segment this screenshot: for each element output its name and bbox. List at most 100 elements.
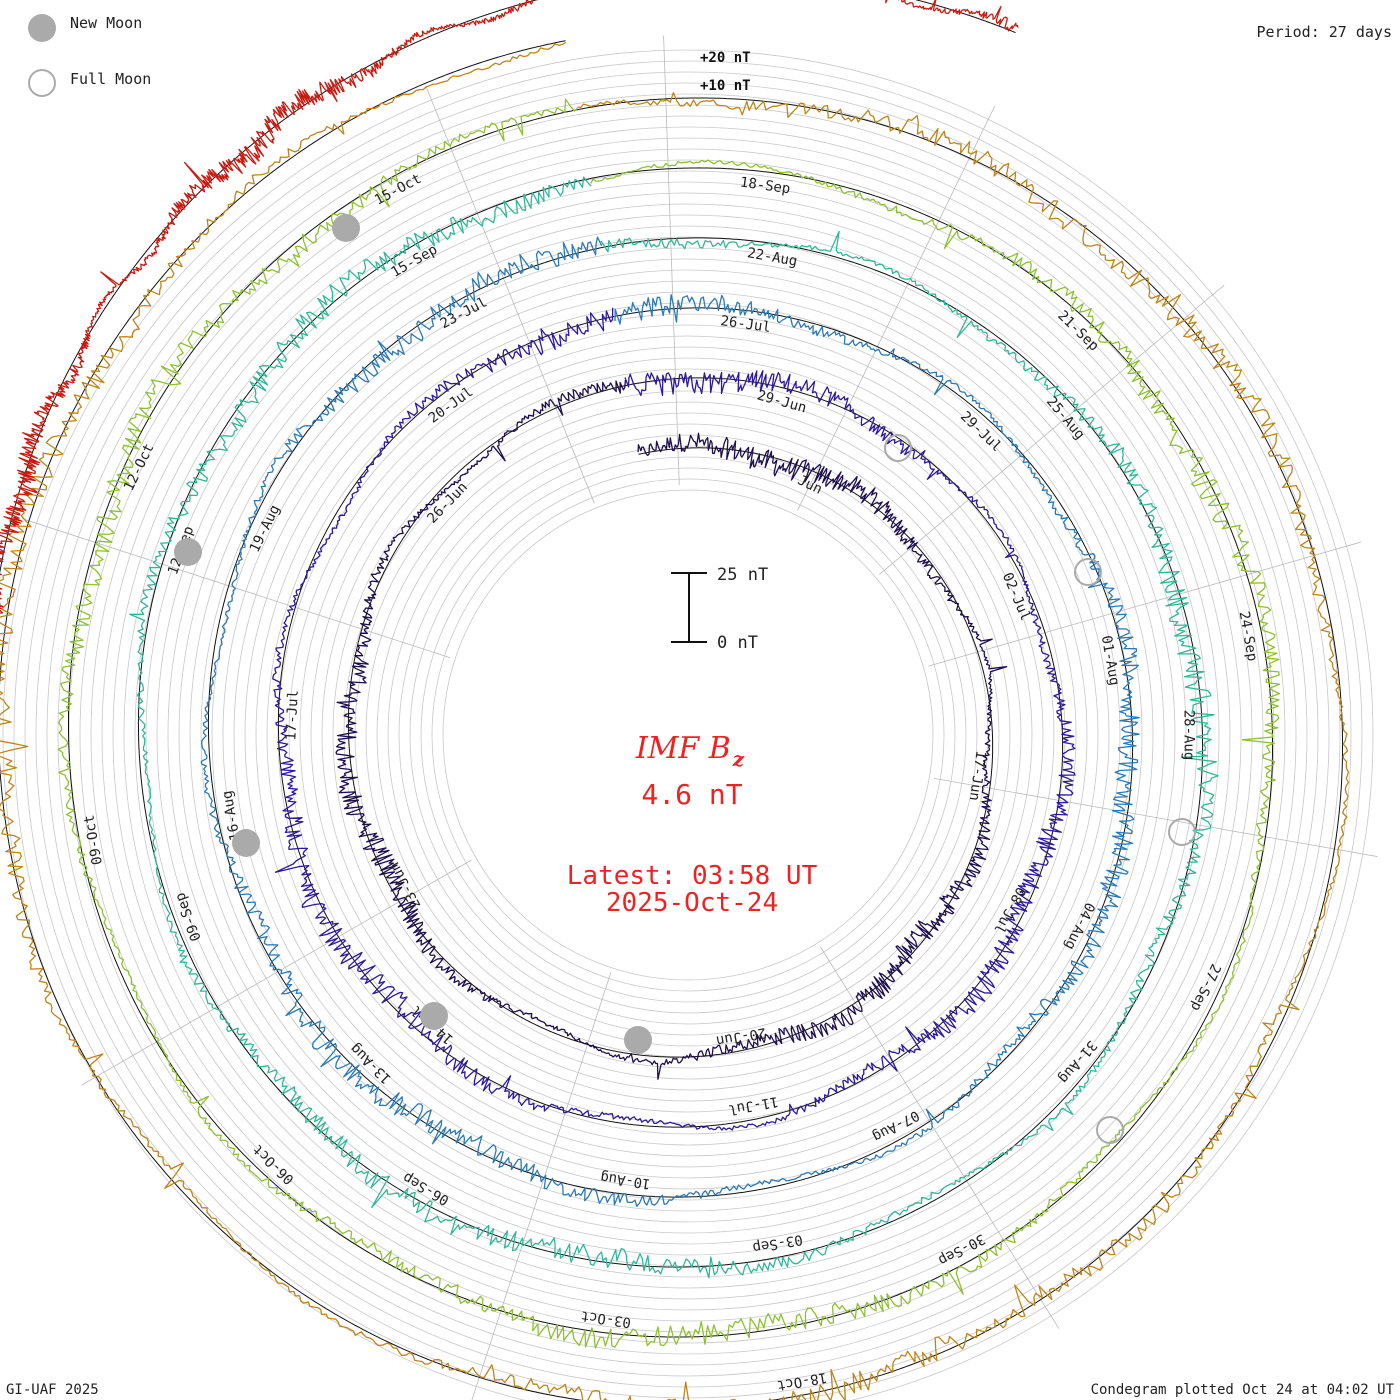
grid-spoke — [425, 85, 595, 504]
new-moon-marker — [174, 538, 202, 566]
grid-circle — [134, 181, 1242, 1289]
tick-label: 17-Jun — [966, 750, 989, 802]
tick-label: 18-Oct — [776, 1369, 829, 1394]
series-line — [200, 236, 1140, 1207]
grid-circle — [13, 60, 1363, 1400]
grid-circle — [79, 126, 1297, 1344]
grid-circle — [35, 82, 1341, 1388]
tick-label: 03-Sep — [751, 1231, 804, 1256]
tick-label: 21-Sep — [1054, 308, 1101, 355]
new-moon-legend-icon — [28, 14, 56, 42]
tick-label: 18-Sep — [739, 174, 791, 197]
zero-reference-line — [347, 384, 994, 1058]
center-title-subscript: z — [732, 747, 745, 771]
grid-circle — [156, 203, 1220, 1267]
footer-plotted: Condegram plotted Oct 24 at 04:02 UT — [1091, 1382, 1395, 1398]
center-value: 4.6 nT — [641, 778, 742, 811]
series-line — [0, 0, 1019, 614]
tick-label: 13-Aug — [347, 1040, 394, 1087]
grid-circle — [167, 214, 1209, 1256]
tick-label: 17-Jul — [283, 690, 302, 741]
new-moon-marker — [232, 829, 260, 857]
center-date: 2025-Oct-24 — [606, 888, 778, 918]
zero-reference-line — [277, 316, 1064, 1128]
grid-circle — [57, 104, 1319, 1366]
zero-reference-line — [207, 247, 1134, 1198]
tick-label: 10-Aug — [599, 1169, 651, 1192]
full-moon-legend-label: Full Moon — [70, 70, 151, 88]
grid-circle — [101, 148, 1275, 1322]
grid-circle — [112, 159, 1264, 1311]
full-moon-legend-icon — [28, 69, 56, 97]
tick-label: 03-Oct — [580, 1307, 632, 1330]
grid-circle — [343, 390, 1033, 1080]
grid-circle — [222, 269, 1154, 1201]
series-layer — [0, 0, 1350, 1400]
period-label: Period: 27 days — [1257, 23, 1392, 41]
tick-label: 19-Aug — [247, 503, 284, 555]
new-moon-marker — [332, 214, 360, 242]
zero-reference-line — [0, 40, 1343, 1400]
grid-circle — [200, 247, 1176, 1223]
grid-spoke — [663, 35, 680, 486]
grid-circle — [46, 93, 1330, 1377]
grid-circle — [431, 478, 945, 992]
grid-spoke — [22, 518, 451, 659]
grid-circle — [321, 368, 1055, 1102]
grid-circle — [189, 236, 1187, 1234]
grid-spoke — [81, 859, 472, 1086]
scale-label-20nt: +20 nT — [700, 50, 751, 66]
grid-circle — [354, 401, 1022, 1069]
new-moon-marker — [420, 1002, 448, 1030]
grid-spoke — [934, 778, 1378, 857]
grid-circle — [299, 346, 1077, 1124]
tick-label: 01-Aug — [1098, 634, 1123, 687]
full-moon-marker — [1168, 818, 1196, 846]
scale-bar-top-label: 25 nT — [717, 565, 768, 585]
center-latest: Latest: 03:58 UT — [567, 861, 818, 891]
new-moon-legend-label: New Moon — [70, 14, 142, 32]
series-line — [57, 98, 1281, 1349]
scale-bar-bottom-label: 0 nT — [717, 633, 758, 653]
grid-spoke — [879, 284, 1225, 575]
grid-circle — [442, 489, 934, 981]
tick-label: 09-Oct — [81, 814, 106, 867]
grid-circle — [409, 456, 967, 1014]
moon-layer — [174, 214, 1196, 1144]
full-moon-marker — [884, 434, 912, 462]
grid-spoke — [797, 105, 996, 511]
grid-circle — [420, 467, 956, 1003]
footer-credit: GI-UAF 2025 — [6, 1382, 99, 1398]
series-line — [272, 307, 1076, 1131]
series-line — [129, 176, 1219, 1279]
tick-label: 29-Jun — [755, 387, 808, 416]
spoke-layer — [22, 35, 1378, 1400]
full-moon-marker — [1096, 1116, 1124, 1144]
grid-circle — [266, 313, 1110, 1157]
grid-circle — [123, 170, 1253, 1300]
tick-label: 15-Sep — [388, 242, 440, 281]
tick-label: 28-Aug — [1180, 710, 1196, 761]
tick-label: 22-Aug — [746, 245, 799, 270]
grid-circle — [387, 434, 989, 1036]
grid-circle — [2, 49, 1374, 1400]
tick-label: 24-Sep — [1236, 610, 1261, 663]
grid-circle — [178, 225, 1198, 1245]
grid-circle — [145, 192, 1231, 1278]
tick-label: 20-Jun — [715, 1024, 768, 1049]
grid-layer — [2, 49, 1374, 1400]
grid-circle — [288, 335, 1088, 1135]
tick-label: 30-Sep — [935, 1230, 987, 1268]
zero-reference-line — [137, 178, 1204, 1268]
zero-reference-line — [68, 109, 1274, 1338]
series-line — [0, 41, 1350, 1400]
zero-reference-line — [0, 0, 1016, 574]
tick-label: 20-Jul — [426, 384, 476, 427]
series-line — [335, 379, 1008, 1080]
grid-circle — [233, 280, 1143, 1190]
full-moon-marker — [1074, 558, 1102, 586]
grid-circle — [211, 258, 1165, 1212]
grid-circle — [277, 324, 1099, 1146]
